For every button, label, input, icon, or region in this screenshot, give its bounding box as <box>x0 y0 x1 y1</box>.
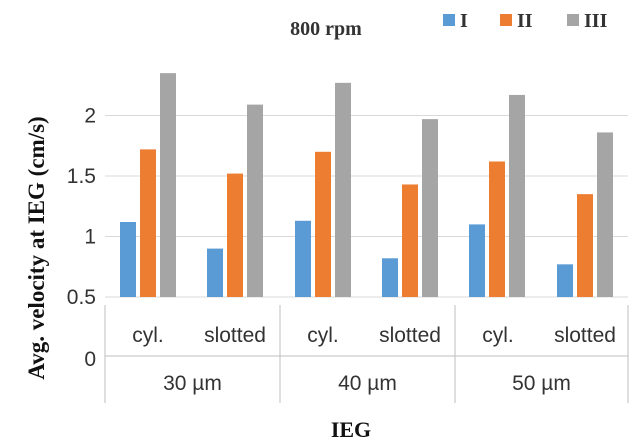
subcategory-label: slotted <box>379 324 441 347</box>
bar-I-5 <box>469 224 485 297</box>
legend-label-II: II <box>517 10 533 32</box>
axis-labels: 0.5 1 1.5 2 0 cyl. slotted 30 µm cyl. slotted 40 µ… <box>67 105 616 396</box>
bar-I-6 <box>557 264 573 297</box>
group-label: 50 µm <box>512 372 571 395</box>
x-axis-title: IEG <box>331 417 371 442</box>
y-zero-label: 0 <box>84 348 96 371</box>
legend-swatch-II <box>500 14 512 26</box>
y-tick-label: 1 <box>84 226 96 249</box>
subcategory-label: slotted <box>554 324 616 347</box>
y-tick-label: 0.5 <box>67 286 96 309</box>
bar-II-3 <box>315 151 331 297</box>
y-tick-label: 2 <box>84 105 96 128</box>
subcategory-label: cyl. <box>132 324 164 347</box>
group-label: 30 µm <box>163 372 222 395</box>
subcategory-label: cyl. <box>307 324 339 347</box>
group-label: 40 µm <box>338 372 397 395</box>
bar-II-5 <box>489 161 505 297</box>
bar-I-3 <box>295 220 311 297</box>
bar-I-2 <box>207 248 223 297</box>
legend: I II III <box>443 10 608 32</box>
bar-III-5 <box>509 94 525 298</box>
bar-II-6 <box>577 194 593 297</box>
chart-title: 800 rpm <box>290 18 362 40</box>
y-tick-label: 1.5 <box>67 165 96 188</box>
legend-swatch-III <box>567 14 579 26</box>
subcategory-label: cyl. <box>482 324 514 347</box>
bar-III-1 <box>160 73 176 298</box>
bar-I-1 <box>120 221 136 297</box>
subcategory-label: slotted <box>204 324 266 347</box>
y-axis-title: Avg. velocity at IEG (cm/s) <box>24 116 49 379</box>
legend-swatch-I <box>443 14 455 26</box>
legend-label-III: III <box>584 10 608 32</box>
bar-III-6 <box>597 132 613 297</box>
bar-III-4 <box>422 119 438 297</box>
gridlines <box>104 115 629 403</box>
bar-II-4 <box>402 184 418 297</box>
legend-label-I: I <box>460 10 468 32</box>
bar-II-1 <box>140 149 156 297</box>
bar-I-4 <box>382 258 398 297</box>
bar-II-2 <box>227 173 243 297</box>
bar-III-2 <box>247 104 263 297</box>
bars <box>120 73 613 298</box>
bar-III-3 <box>335 82 351 297</box>
